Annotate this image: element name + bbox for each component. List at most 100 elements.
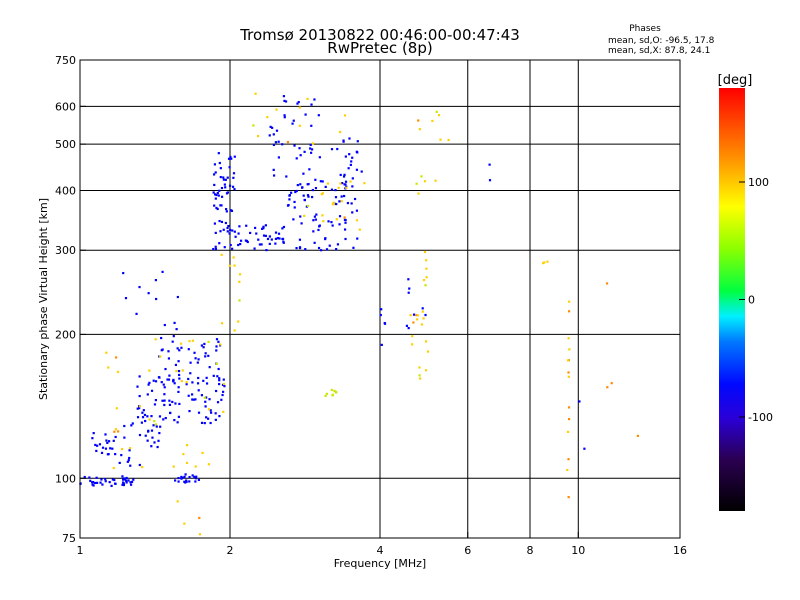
data-point bbox=[405, 324, 409, 327]
data-point bbox=[277, 232, 281, 235]
data-point bbox=[567, 359, 570, 362]
data-point bbox=[293, 206, 296, 209]
data-point bbox=[98, 443, 102, 446]
data-point bbox=[127, 459, 130, 462]
data-point bbox=[425, 276, 428, 279]
phase-box-line-x: mean, sd,X: 87.8, 24.1 bbox=[608, 46, 710, 56]
data-point bbox=[141, 411, 144, 414]
data-point bbox=[408, 287, 411, 290]
data-point bbox=[152, 424, 155, 427]
data-point bbox=[418, 374, 421, 377]
data-point bbox=[215, 389, 218, 393]
data-point bbox=[115, 407, 118, 410]
data-point bbox=[344, 221, 347, 224]
data-point bbox=[168, 399, 171, 402]
data-point bbox=[226, 176, 229, 179]
data-point bbox=[610, 382, 613, 385]
data-point bbox=[185, 480, 188, 483]
colorbar-ticks: 100 0 -100 bbox=[739, 176, 773, 424]
data-point bbox=[298, 246, 302, 250]
phase-box-title: Phases bbox=[629, 24, 661, 34]
chart-title: Tromsø 20130822 00:46:00-00:47:43 bbox=[239, 26, 520, 44]
data-point bbox=[141, 416, 145, 419]
data-point bbox=[336, 147, 339, 151]
data-point bbox=[281, 227, 284, 230]
data-point bbox=[421, 310, 424, 313]
data-point bbox=[231, 247, 234, 250]
colorbar-tick-label: -100 bbox=[748, 411, 773, 424]
data-point bbox=[313, 215, 316, 218]
data-point bbox=[196, 361, 199, 364]
data-point bbox=[200, 394, 204, 397]
data-point bbox=[79, 482, 82, 485]
data-point bbox=[283, 114, 286, 117]
data-point bbox=[268, 235, 271, 238]
data-point bbox=[567, 417, 571, 421]
data-point bbox=[120, 453, 123, 457]
data-point bbox=[344, 183, 347, 186]
data-point bbox=[216, 401, 220, 404]
data-point bbox=[349, 180, 352, 183]
data-point bbox=[92, 431, 95, 435]
data-point bbox=[191, 398, 194, 401]
data-point bbox=[214, 418, 217, 421]
data-point bbox=[325, 392, 328, 395]
data-point bbox=[129, 481, 132, 484]
data-point bbox=[311, 188, 314, 192]
data-point bbox=[269, 125, 272, 128]
data-point bbox=[222, 176, 225, 179]
data-point bbox=[223, 246, 226, 249]
data-point bbox=[298, 238, 302, 241]
data-point bbox=[220, 220, 224, 224]
data-point bbox=[104, 433, 107, 436]
data-point bbox=[163, 399, 166, 402]
data-point bbox=[358, 228, 361, 231]
data-point bbox=[219, 167, 222, 170]
data-point bbox=[312, 230, 315, 233]
data-point bbox=[407, 327, 410, 330]
data-point bbox=[132, 478, 135, 481]
data-point bbox=[116, 370, 120, 373]
data-point bbox=[411, 335, 414, 338]
data-point bbox=[152, 379, 155, 382]
data-point bbox=[160, 381, 163, 384]
data-point bbox=[291, 122, 294, 125]
data-point bbox=[277, 156, 280, 159]
data-point bbox=[268, 242, 271, 245]
data-point bbox=[214, 245, 217, 248]
data-point bbox=[253, 226, 257, 230]
data-point bbox=[274, 141, 278, 144]
data-point bbox=[222, 178, 225, 181]
data-point bbox=[295, 157, 298, 160]
data-point bbox=[129, 464, 132, 467]
data-point bbox=[138, 406, 141, 410]
data-point bbox=[296, 102, 299, 105]
data-point bbox=[163, 393, 166, 396]
data-point bbox=[205, 396, 208, 399]
data-point bbox=[239, 239, 243, 242]
data-point bbox=[217, 367, 220, 371]
data-point bbox=[214, 231, 217, 235]
data-point bbox=[131, 422, 134, 425]
data-point bbox=[163, 386, 166, 389]
x-tick-label: 4 bbox=[377, 544, 384, 557]
data-point bbox=[219, 343, 222, 346]
data-point bbox=[164, 416, 167, 420]
data-point bbox=[566, 468, 569, 472]
data-point bbox=[184, 473, 187, 476]
data-point bbox=[176, 500, 179, 503]
data-point bbox=[154, 279, 157, 282]
data-point bbox=[434, 179, 437, 182]
data-point bbox=[424, 284, 427, 287]
data-point bbox=[231, 229, 234, 232]
data-point bbox=[194, 477, 198, 480]
data-point bbox=[167, 378, 171, 381]
data-point bbox=[418, 366, 421, 369]
data-point bbox=[179, 342, 183, 345]
data-point bbox=[302, 172, 305, 175]
data-point bbox=[104, 478, 107, 481]
colorbar-label: [deg] bbox=[718, 73, 753, 88]
data-point bbox=[142, 409, 145, 412]
data-point bbox=[207, 354, 210, 357]
data-point bbox=[141, 465, 144, 469]
